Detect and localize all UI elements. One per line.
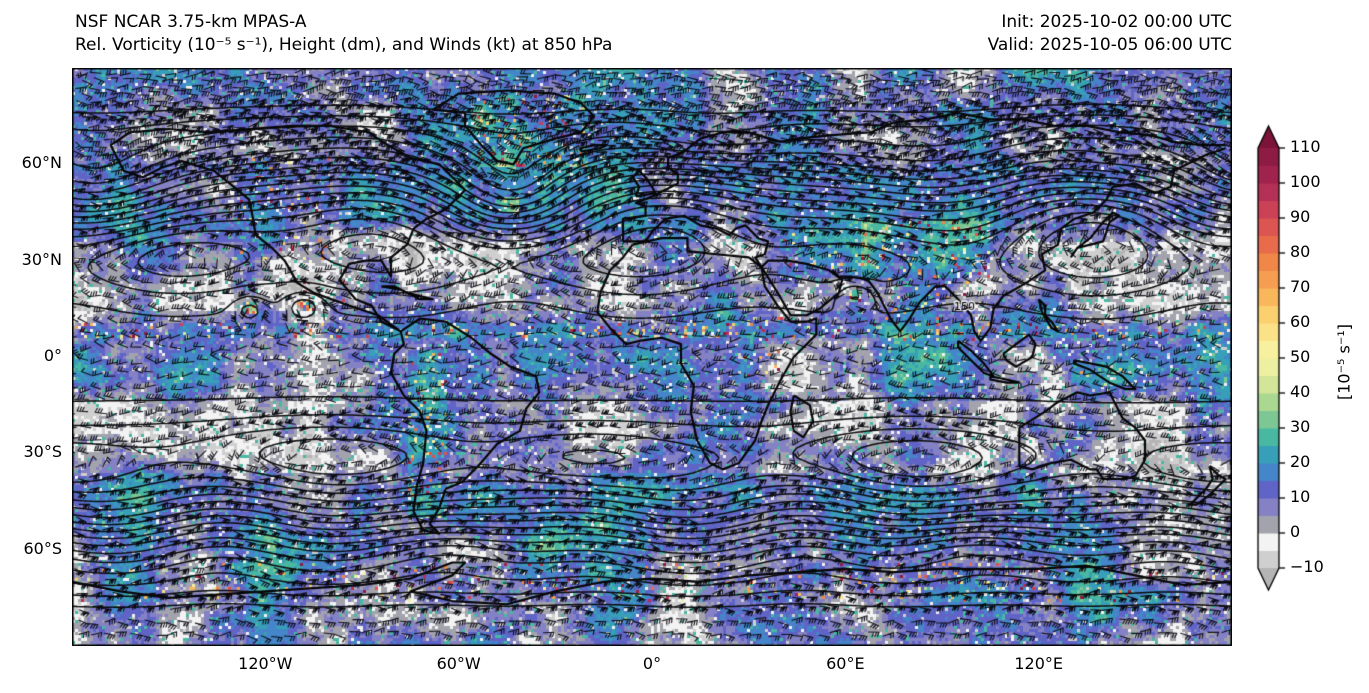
- lat-tick-label: 0°: [43, 346, 62, 365]
- colorbar-tick-label: 30: [1290, 417, 1311, 436]
- init-time: Init: 2025-10-02 00:00 UTC: [1001, 12, 1232, 32]
- colorbar-unit-label: [10⁻⁵ s⁻¹]: [1334, 324, 1354, 400]
- colorbar-tick-label: 80: [1290, 242, 1311, 261]
- lat-tick-label: 30°N: [21, 249, 62, 269]
- colorbar-tick-label: 0: [1290, 522, 1301, 541]
- colorbar-tick-label: 70: [1290, 277, 1311, 296]
- colorbar-tick-label: 20: [1290, 452, 1311, 471]
- colorbar-tick-label: −10: [1290, 557, 1324, 576]
- fields-title: Rel. Vorticity (10⁻⁵ s⁻¹), Height (dm), …: [75, 35, 613, 55]
- colorbar-tick-label: 50: [1290, 347, 1311, 366]
- colorbar-tick-label: 110: [1290, 137, 1321, 156]
- lon-tick-label: 0°: [642, 654, 662, 673]
- colorbar-tick-label: 60: [1290, 312, 1311, 331]
- lat-tick-label: 30°S: [23, 442, 62, 462]
- colorbar-tick-label: 40: [1290, 382, 1311, 401]
- colorbar-canvas: [1254, 120, 1288, 598]
- colorbar-tick-label: 10: [1290, 487, 1311, 506]
- time-info: Init: 2025-10-02 00:00 UTC Valid: 2025-1…: [988, 11, 1232, 57]
- valid-time: Valid: 2025-10-05 06:00 UTC: [987, 35, 1232, 55]
- map-canvas: [72, 68, 1232, 646]
- colorbar-tick-label: 90: [1290, 207, 1311, 226]
- lon-tick-label: 60°E: [826, 654, 865, 673]
- colorbar-tick-label: 100: [1290, 172, 1321, 191]
- lat-tick-label: 60°N: [21, 153, 62, 173]
- lon-tick-label: 60°W: [436, 654, 481, 673]
- lon-tick-label: 120°E: [1014, 654, 1063, 673]
- lat-tick-label: 60°S: [23, 538, 62, 558]
- plot-title: NSF NCAR 3.75-km MPAS-A Rel. Vorticity (…: [75, 11, 612, 57]
- lon-tick-label: 120°W: [238, 654, 293, 673]
- model-title: NSF NCAR 3.75-km MPAS-A: [75, 12, 307, 32]
